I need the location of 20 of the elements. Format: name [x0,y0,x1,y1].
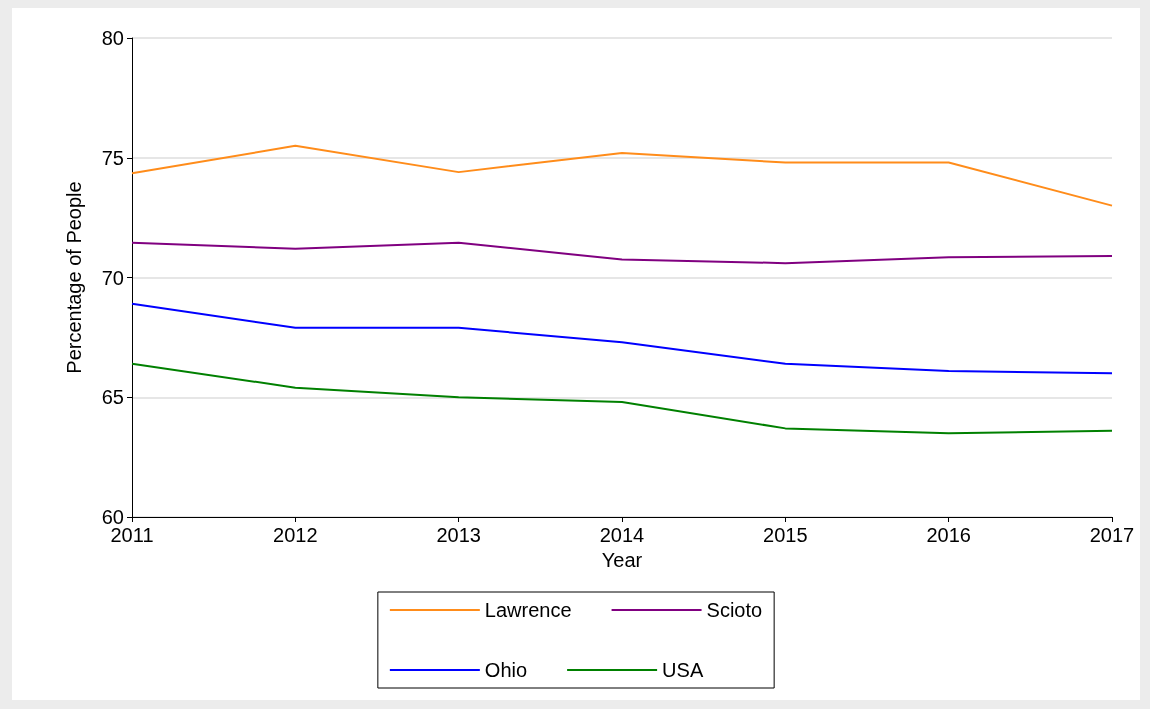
line-series [131,144,1113,207]
x-tick-label: 2017 [1089,524,1135,546]
line-series [131,302,1113,375]
x-tick-label: 2015 [763,524,808,546]
y-tick-label: 70 [101,266,124,289]
legend-label: Scioto [706,599,763,621]
line-series [131,241,1113,265]
x-tick-label: 2014 [599,524,645,546]
y-tick-label: 75 [101,146,124,169]
y-axis-title: Percentage of People [63,181,85,374]
legend-label: Ohio [484,659,528,681]
legend-label: Lawrence [484,599,572,621]
x-tick-label: 2012 [273,524,318,546]
x-tick-label: 2013 [436,524,481,546]
y-tick-label: 80 [101,27,124,49]
x-axis-title: Year [601,548,643,571]
legend-label: USA [662,659,704,681]
line-series [131,362,1113,435]
x-tick-label: 2016 [926,524,971,546]
y-tick-label: 65 [101,386,124,409]
